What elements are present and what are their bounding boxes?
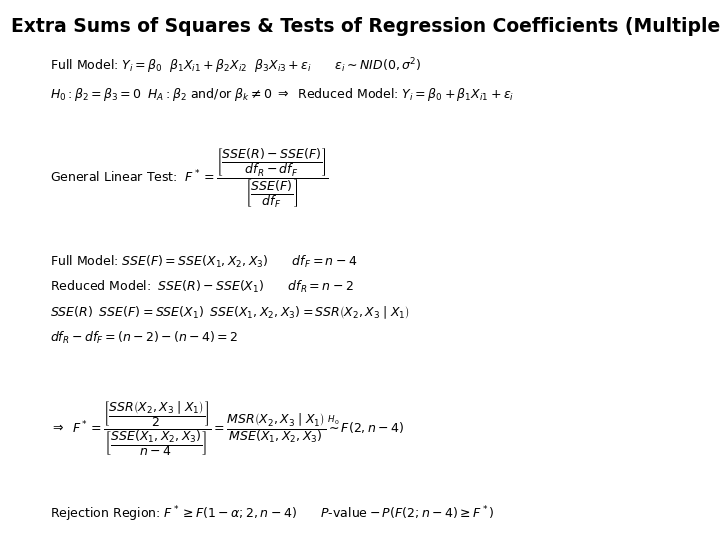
Text: $\Rightarrow\;\; F^*=\dfrac{\left[\dfrac{SSR\left(X_2,X_3\mid X_1\right)}{2}\rig: $\Rightarrow\;\; F^*=\dfrac{\left[\dfrac…: [50, 400, 405, 458]
Text: Rejection Region: $F^*\geq F\left(1-\alpha;2,n-4\right)\qquad P\text{-value}-P\l: Rejection Region: $F^*\geq F\left(1-\alp…: [50, 505, 495, 524]
Text: Full Model: $Y_i = \beta_0 \ \ \beta_1 X_{i1} + \beta_2 X_{i2} \ \ \beta_3 X_{i3: Full Model: $Y_i = \beta_0 \ \ \beta_1 X…: [50, 57, 422, 76]
Text: General Linear Test:  $F^*=\dfrac{\left[\dfrac{SSE(R)-SSE(F)}{df_R-df_F}\right]}: General Linear Test: $F^*=\dfrac{\left[\…: [50, 146, 329, 210]
Text: $df_R-df_F=(n-2)-(n-4)=2$: $df_R-df_F=(n-2)-(n-4)=2$: [50, 330, 239, 346]
Text: $SSE(R)\;\;SSE(F)=SSE\left(X_1\right)\;\;SSE\left(X_1,X_2,X_3\right)=SSR\left(X_: $SSE(R)\;\;SSE(F)=SSE\left(X_1\right)\;\…: [50, 305, 410, 321]
Text: Extra Sums of Squares & Tests of Regression Coefficients (Multiple βₖ): Extra Sums of Squares & Tests of Regress…: [11, 17, 720, 36]
Text: Reduced Model: $\;SSE(R)-SSE\left(X_1\right)\qquad df_R=n-2$: Reduced Model: $\;SSE(R)-SSE\left(X_1\ri…: [50, 279, 354, 295]
Text: $H_0:\beta_2=\beta_3=0\;\;H_A:\beta_2$ and/or $\beta_k\neq 0\;\Rightarrow\;$ Red: $H_0:\beta_2=\beta_3=0\;\;H_A:\beta_2$ a…: [50, 86, 515, 103]
Text: Full Model: $SSE(F)=SSE\left(X_1,X_2,X_3\right)\qquad df_F=n-4$: Full Model: $SSE(F)=SSE\left(X_1,X_2,X_3…: [50, 254, 358, 270]
